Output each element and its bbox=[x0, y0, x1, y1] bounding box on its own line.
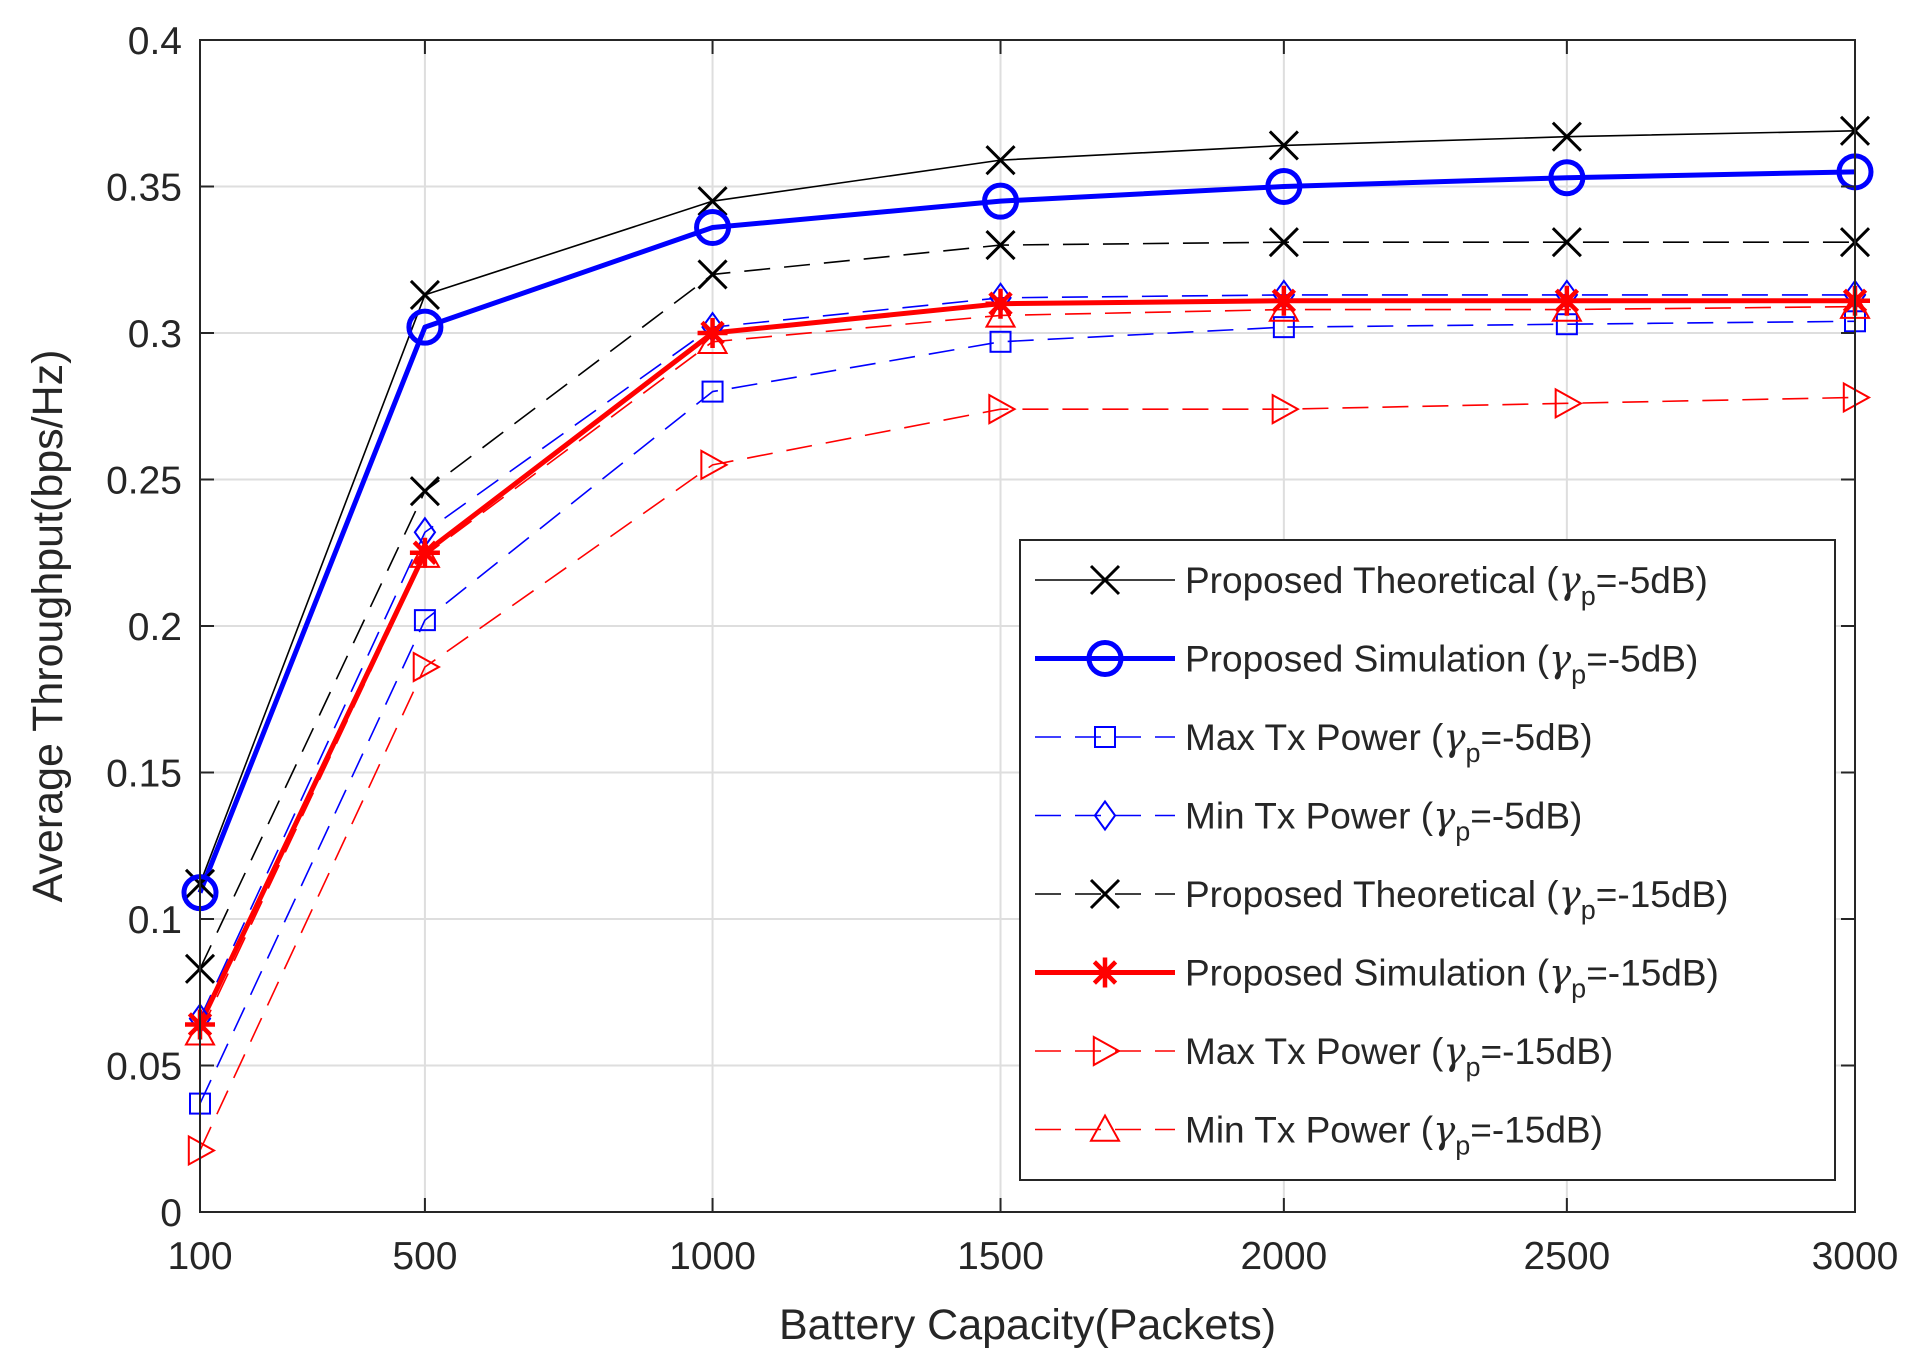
legend-entry-2: Proposed Simulation (γp=-5dB) bbox=[1035, 638, 1698, 690]
legend-swatch-marker bbox=[1093, 799, 1117, 832]
data-point-s7-5 bbox=[1271, 393, 1300, 425]
data-point-s3-3 bbox=[701, 380, 724, 403]
legend-entry-3: Max Tx Power (γp=-5dB) bbox=[1035, 716, 1593, 768]
data-point-s1-3 bbox=[697, 186, 728, 217]
legend-entry-7: Max Tx Power (γp=-15dB) bbox=[1035, 1030, 1613, 1082]
series-line-2 bbox=[197, 169, 1856, 894]
y-tick-label: 0.1 bbox=[128, 899, 182, 942]
data-point-s6-2 bbox=[409, 537, 440, 568]
data-point-s7-2 bbox=[412, 651, 441, 683]
data-point-s2-5 bbox=[1265, 168, 1303, 205]
x-tick-label: 1500 bbox=[957, 1235, 1044, 1278]
y-tick-label: 0.05 bbox=[106, 1046, 182, 1089]
y-axis-ticks: 0 0.05 0.1 0.15 0.2 0.25 0.3 0.35 0.4 bbox=[106, 20, 1855, 1235]
legend: Proposed Theoretical (γp=-5dB) Proposed S… bbox=[1019, 539, 1836, 1181]
legend-swatch-marker bbox=[1092, 1035, 1122, 1067]
legend-entry-4: Min Tx Power (γp=-5dB) bbox=[1035, 795, 1582, 847]
y-tick-label: 0.4 bbox=[128, 20, 182, 63]
legend-swatch-marker bbox=[1089, 1113, 1121, 1142]
x-tick-label: 3000 bbox=[1812, 1235, 1899, 1278]
data-point-s5-6 bbox=[1551, 227, 1582, 258]
legend-swatch-marker bbox=[1089, 878, 1121, 910]
data-point-s5-3 bbox=[697, 259, 728, 290]
data-point-s1-2 bbox=[409, 279, 440, 310]
x-tick-label: 500 bbox=[392, 1235, 457, 1278]
legend-entry-8: Min Tx Power (γp=-15dB) bbox=[1035, 1109, 1603, 1161]
legend-box bbox=[1019, 539, 1836, 1181]
y-tick-label: 0.25 bbox=[106, 460, 182, 503]
y-tick-label: 0 bbox=[160, 1192, 182, 1235]
legend-entry-1: Proposed Theoretical (γp=-5dB) bbox=[1035, 559, 1708, 611]
x-tick-label: 100 bbox=[167, 1235, 232, 1278]
data-point-s2-6 bbox=[1548, 159, 1586, 197]
data-point-s2-2 bbox=[406, 308, 444, 346]
legend-entry-5: Proposed Theoretical (γp=-15dB) bbox=[1035, 873, 1728, 925]
data-point-s7-6 bbox=[1554, 387, 1583, 420]
data-point-s5-2 bbox=[409, 476, 440, 507]
data-point-s6-4 bbox=[985, 288, 1016, 319]
data-point-s1-4 bbox=[985, 145, 1016, 176]
legend-entry-6: Proposed Simulation (γp=-15dB) bbox=[1035, 952, 1719, 1004]
data-point-s5-4 bbox=[985, 230, 1016, 261]
data-point-s3-4 bbox=[989, 330, 1012, 353]
data-point-s8-4 bbox=[984, 299, 1017, 328]
data-point-s7-1 bbox=[187, 1134, 217, 1167]
data-point-s3-5 bbox=[1272, 316, 1295, 339]
data-point-s5-5 bbox=[1268, 227, 1299, 258]
legend-swatch-marker bbox=[1094, 726, 1116, 748]
x-tick-label: 2500 bbox=[1523, 1235, 1610, 1278]
x-axis-ticks: 100 500 1000 1500 2000 2500 3000 bbox=[167, 40, 1898, 1278]
data-point-s7-4 bbox=[988, 393, 1017, 425]
data-point-s6-6 bbox=[1551, 285, 1582, 316]
legend-label: Max Tx Power (γp=-5dB) bbox=[1185, 716, 1593, 768]
x-tick-label: 2000 bbox=[1240, 1235, 1327, 1278]
data-point-s6-5 bbox=[1268, 285, 1299, 316]
legend-label: Min Tx Power (γp=-5dB) bbox=[1185, 795, 1582, 847]
legend-label: Proposed Theoretical (γp=-5dB) bbox=[1185, 559, 1708, 611]
data-point-s7-7 bbox=[1842, 381, 1872, 414]
data-point-s1-6 bbox=[1551, 121, 1582, 152]
y-tick-label: 0.2 bbox=[128, 606, 182, 649]
y-axis-label: Average Throughput(bps/Hz) bbox=[24, 350, 72, 903]
data-point-s7-3 bbox=[700, 449, 729, 481]
legend-swatch-marker bbox=[1089, 564, 1121, 596]
data-point-s6-3 bbox=[697, 318, 728, 348]
legend-label: Proposed Simulation (γp=-5dB) bbox=[1185, 638, 1698, 690]
data-point-s1-5 bbox=[1268, 130, 1299, 161]
y-tick-label: 0.3 bbox=[128, 313, 182, 356]
legend-label: Min Tx Power (γp=-15dB) bbox=[1185, 1109, 1603, 1161]
x-tick-label: 1000 bbox=[669, 1235, 756, 1278]
series-line-7 bbox=[199, 396, 1856, 1151]
legend-swatch-marker bbox=[1086, 640, 1124, 677]
series-line-3 bbox=[199, 320, 1856, 1104]
x-axis-label: Battery Capacity(Packets) bbox=[779, 1301, 1276, 1349]
y-tick-label: 0.15 bbox=[106, 753, 182, 796]
legend-label: Proposed Simulation (γp=-15dB) bbox=[1185, 952, 1719, 1004]
data-point-s2-4 bbox=[982, 182, 1020, 220]
data-point-s3-2 bbox=[413, 609, 436, 632]
data-point-s2-3 bbox=[694, 209, 732, 247]
legend-swatch-marker bbox=[1090, 957, 1120, 988]
y-tick-label: 0.35 bbox=[106, 167, 182, 210]
legend-label: Max Tx Power (γp=-15dB) bbox=[1185, 1030, 1613, 1082]
legend-label: Proposed Theoretical (γp=-15dB) bbox=[1185, 873, 1728, 925]
